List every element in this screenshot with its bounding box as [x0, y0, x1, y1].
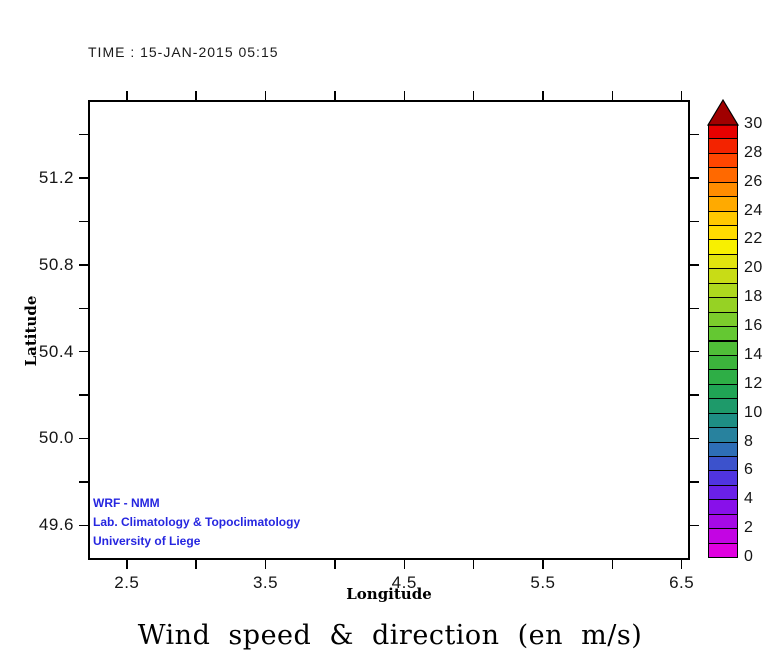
- colorbar-segment: [708, 427, 738, 443]
- colorbar-tick-label: 10: [744, 403, 763, 421]
- colorbar-overflow-triangle: [706, 98, 740, 126]
- model-credits: WRF - NMM Lab. Climatology & Topoclimato…: [93, 494, 300, 551]
- plot-frame: [88, 100, 690, 560]
- colorbar-tick-label: 30: [744, 115, 763, 132]
- x-axis-title: Longitude: [346, 585, 432, 603]
- x-tick-top: [542, 91, 544, 100]
- y-tick-right: [690, 437, 699, 440]
- colorbar-segment: [708, 542, 738, 558]
- colorbar-segment: [708, 167, 738, 183]
- y-axis-title: Latitude: [22, 295, 40, 367]
- colorbar-segment: [708, 398, 738, 414]
- colorbar-segment: [708, 253, 738, 270]
- y-tick: [79, 177, 88, 179]
- y-tick-right: [690, 220, 699, 223]
- x-tick: [195, 560, 197, 569]
- x-tick: [126, 560, 128, 569]
- x-tick: [264, 560, 267, 569]
- y-tick-right: [690, 524, 699, 527]
- colorbar-tick-label: 18: [744, 288, 763, 306]
- y-tick-right: [690, 350, 699, 353]
- y-tick: [79, 481, 88, 483]
- x-tick: [472, 560, 475, 569]
- x-tick-top: [403, 91, 405, 100]
- colorbar-tick-label: 28: [744, 143, 763, 161]
- y-tick-label: 49.6: [38, 515, 74, 535]
- colorbar-tick-label: 14: [744, 345, 763, 363]
- x-tick: [680, 560, 683, 569]
- x-tick-top: [264, 91, 267, 100]
- y-tick-right: [690, 133, 699, 136]
- y-tick-right: [690, 307, 699, 310]
- y-tick: [79, 350, 88, 353]
- x-tick-top: [472, 91, 475, 100]
- y-tick-label: 51.2: [38, 168, 74, 188]
- y-tick: [79, 394, 88, 396]
- colorbar-tick-label: 16: [744, 317, 763, 335]
- colorbar-segment: [708, 297, 738, 313]
- y-tick: [79, 264, 88, 266]
- x-tick-top: [334, 91, 336, 100]
- colorbar-segment: [708, 138, 738, 154]
- x-tick: [334, 560, 336, 569]
- colorbar-segment: [708, 369, 738, 385]
- colorbar-segment: [708, 412, 738, 429]
- colorbar-segment: [708, 326, 738, 342]
- y-tick-label: 50.0: [38, 428, 74, 448]
- colorbar-segment: [708, 470, 738, 486]
- credit-line-university: University of Liege: [93, 534, 201, 548]
- colorbar-segment: [708, 441, 738, 457]
- colorbar-segment: [708, 282, 738, 299]
- colorbar-segment: [708, 311, 738, 328]
- colorbar-tick-label: 20: [744, 259, 763, 277]
- colorbar-segment: [708, 210, 738, 227]
- colorbar-segment: [708, 383, 738, 400]
- time-label: TIME : 15-JAN-2015 05:15: [88, 44, 279, 60]
- colorbar-tick-label: 24: [744, 201, 763, 219]
- y-tick: [79, 133, 88, 136]
- colorbar-segment: [708, 354, 738, 371]
- colorbar-segment: [708, 181, 738, 198]
- colorbar-segment: [708, 124, 738, 140]
- y-tick-right: [690, 177, 699, 179]
- colorbar-segment: [708, 513, 738, 530]
- colorbar-segment: [708, 484, 738, 501]
- colorbar-segment: [708, 196, 738, 212]
- credit-line-model: WRF - NMM: [93, 496, 160, 510]
- colorbar-tick-label: 2: [744, 519, 754, 537]
- y-tick: [79, 524, 88, 527]
- x-tick: [403, 560, 405, 569]
- y-tick-right: [690, 481, 699, 483]
- figure-title: Wind speed & direction (en m/s): [137, 620, 643, 651]
- y-tick: [79, 307, 88, 310]
- x-tick-top: [680, 91, 683, 100]
- y-tick-right: [690, 264, 699, 266]
- x-tick: [611, 560, 614, 569]
- colorbar-tick-label: 6: [744, 461, 754, 479]
- y-tick: [79, 437, 88, 440]
- x-tick-top: [126, 91, 128, 100]
- y-tick-right: [690, 394, 699, 396]
- colorbar-tick-label: 8: [744, 432, 754, 450]
- colorbar-segment: [708, 239, 738, 255]
- colorbar-segment: [708, 499, 738, 515]
- colorbar-segment: [708, 340, 738, 356]
- x-tick-top: [611, 91, 614, 100]
- colorbar-tick-label: 4: [744, 490, 754, 508]
- x-tick: [542, 560, 544, 569]
- colorbar-segment: [708, 225, 738, 241]
- colorbar-tick-label: 12: [744, 374, 763, 392]
- y-tick: [79, 220, 88, 223]
- x-tick-top: [195, 91, 197, 100]
- colorbar-tick-label: 22: [744, 230, 763, 248]
- colorbar-segment: [708, 152, 738, 169]
- colorbar-tick-label: 26: [744, 172, 763, 190]
- colorbar-segment: [708, 268, 738, 284]
- colorbar-segment: [708, 528, 738, 544]
- credit-line-lab: Lab. Climatology & Topoclimatology: [93, 515, 301, 529]
- colorbar-segment: [708, 455, 738, 472]
- colorbar-tick-label: 0: [744, 548, 754, 565]
